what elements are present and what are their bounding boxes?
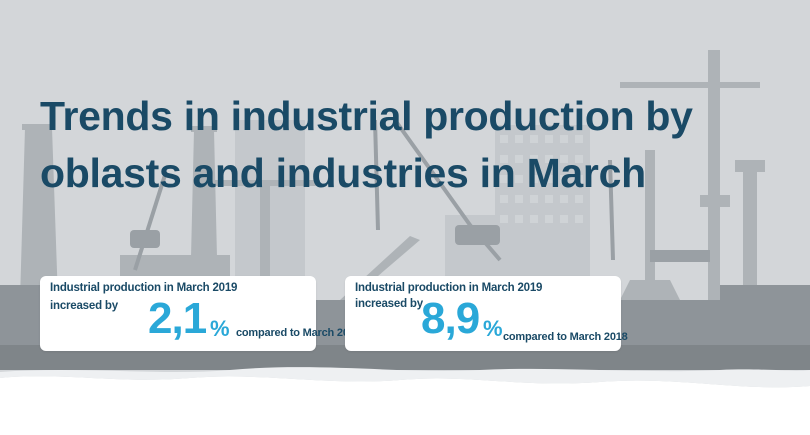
stat-card-subheading: increased by <box>50 300 118 312</box>
stat-card-1: Industrial production in March 2019 incr… <box>40 276 361 351</box>
stat-comparison: compared to March 2018 <box>503 331 628 343</box>
stat-card-heading: Industrial production in March 2019 <box>355 282 543 294</box>
stat-comparison: compared to March 2018 <box>236 327 361 339</box>
stat-value: 2,1 <box>148 294 207 343</box>
stat-unit: % <box>483 316 503 341</box>
page-title-line-1: Trends in industrial production by <box>40 93 693 139</box>
stat-card-subheading: increased by <box>355 298 423 310</box>
page-title: Trends in industrial production by oblas… <box>40 88 760 202</box>
stat-card-2: Industrial production in March 2019 incr… <box>345 276 628 351</box>
stat-value: 8,9 <box>421 294 480 343</box>
stat-unit: % <box>210 316 230 341</box>
stat-card-heading: Industrial production in March 2019 <box>50 282 238 294</box>
page-title-line-2: oblasts and industries in March <box>40 150 646 196</box>
